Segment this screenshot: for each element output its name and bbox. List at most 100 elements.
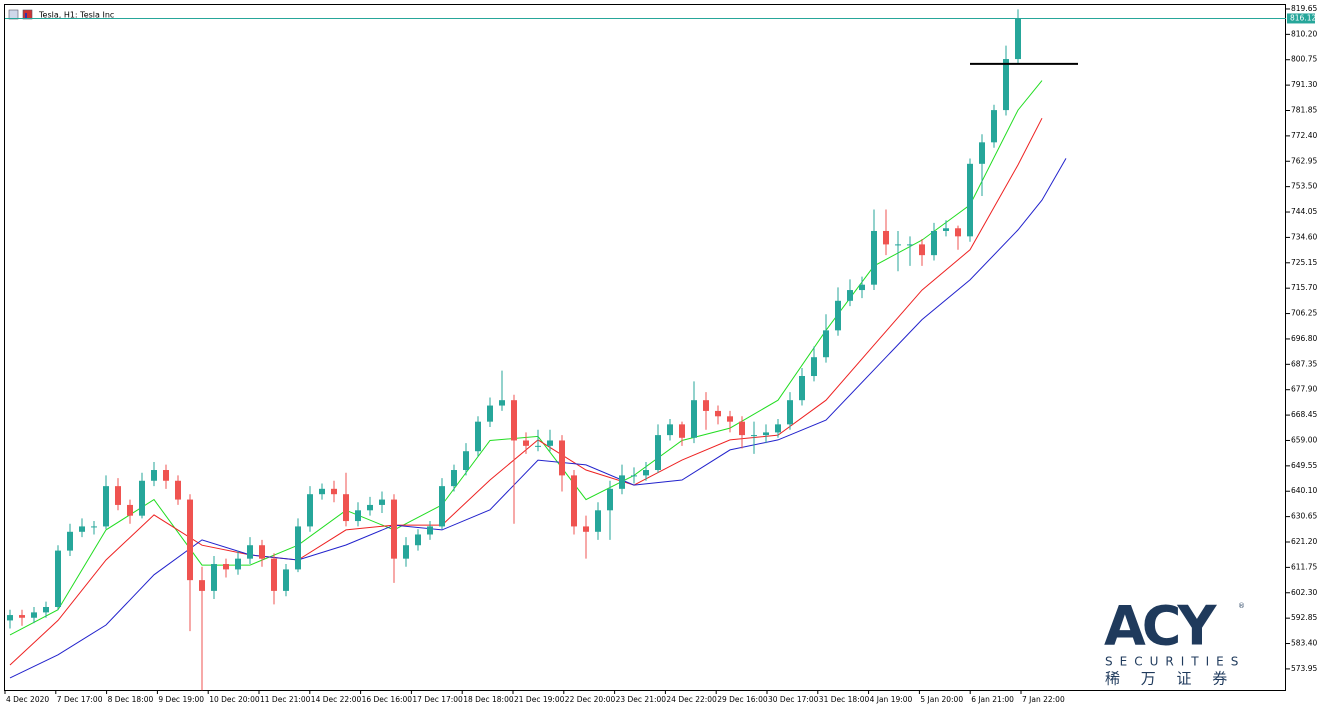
candle-body	[499, 400, 505, 406]
candle-body	[559, 440, 565, 476]
candle-body	[955, 228, 961, 237]
candle-body	[679, 424, 685, 438]
candle-body	[523, 440, 529, 446]
brand-line: SECURITIES	[1105, 655, 1245, 669]
candle-body	[247, 545, 253, 559]
candle-body	[79, 526, 85, 532]
candle-body	[571, 475, 577, 527]
y-tick-label: 583.40	[1291, 639, 1317, 648]
candle-body	[67, 531, 73, 551]
candle-body	[55, 550, 61, 608]
price-tag-label: 816.12	[1290, 13, 1316, 22]
candle-body	[655, 435, 661, 471]
candle-body	[1003, 59, 1009, 111]
x-tick-label: 23 Dec 21:00	[616, 695, 667, 704]
candle-body	[871, 230, 877, 285]
candle-body	[847, 290, 853, 301]
x-tick-label: 8 Dec 18:00	[108, 695, 154, 704]
candle-body	[475, 421, 481, 452]
chart-title: Tesla, H1: Tesla Inc	[38, 11, 114, 20]
candle-body	[463, 451, 469, 471]
candle-body	[127, 504, 133, 516]
candle-body	[739, 421, 745, 436]
candle-body	[919, 244, 925, 256]
candle-body	[31, 612, 37, 618]
candle-body	[883, 230, 889, 245]
y-tick-label: 696.80	[1291, 334, 1317, 343]
y-tick-label: 810.20	[1291, 29, 1317, 38]
candle-body	[583, 526, 589, 532]
plot-frame	[4, 4, 1286, 691]
candle-body	[199, 580, 205, 591]
y-tick-label: 744.05	[1291, 207, 1317, 216]
candle-body	[835, 300, 841, 331]
candle-body	[547, 440, 553, 446]
candle-body	[175, 480, 181, 500]
candle-body	[331, 488, 337, 495]
candle-body	[715, 410, 721, 417]
candle-body	[691, 400, 697, 438]
candle-body	[727, 416, 733, 422]
candle-body	[259, 545, 265, 559]
candle-body	[667, 424, 673, 436]
y-tick-label: 762.95	[1291, 156, 1317, 165]
candle-body	[115, 486, 121, 505]
candle-body	[139, 480, 145, 516]
candle-body	[511, 400, 517, 441]
candle-body	[799, 376, 805, 401]
candle-body	[751, 435, 757, 437]
x-tick-label: 22 Dec 20:00	[565, 695, 616, 704]
y-tick-label: 772.40	[1291, 131, 1317, 140]
candle-body	[19, 615, 25, 618]
candle-body	[823, 330, 829, 358]
y-tick-label: 706.25	[1291, 309, 1317, 318]
candle-body	[283, 569, 289, 591]
x-tick-label: 11 Dec 21:00	[260, 695, 311, 704]
candle-body	[763, 432, 769, 436]
x-tick-label: 14 Dec 22:00	[311, 695, 362, 704]
y-tick-label: 687.35	[1291, 359, 1317, 368]
x-tick-label: 9 Dec 19:00	[158, 695, 204, 704]
candle-body	[211, 564, 217, 591]
y-tick-label: 781.85	[1291, 105, 1317, 114]
x-tick-label: 5 Jan 20:00	[920, 695, 963, 704]
y-tick-label: 791.30	[1291, 80, 1317, 89]
candle-body	[619, 475, 625, 489]
y-tick-label: 734.60	[1291, 232, 1317, 241]
candle-body	[223, 564, 229, 570]
candle-body	[439, 486, 445, 527]
candle-body	[607, 488, 613, 511]
candle-body	[295, 526, 301, 570]
y-tick-label: 715.70	[1291, 283, 1317, 292]
y-tick-label: 630.65	[1291, 512, 1317, 521]
candle-body	[979, 142, 985, 164]
registered: ®	[1238, 602, 1245, 610]
candle-body	[319, 488, 325, 495]
brand: ACY	[1104, 595, 1217, 658]
x-tick-label: 6 Jan 21:00	[971, 695, 1014, 704]
y-tick-label: 753.50	[1291, 182, 1317, 191]
candle-body	[415, 534, 421, 546]
x-tick-label: 4 Dec 2020	[6, 695, 49, 704]
brand-chinese: 稀 万 证 券	[1105, 670, 1235, 688]
candle-body	[535, 445, 541, 447]
candle-body	[7, 615, 13, 621]
candle-body	[787, 400, 793, 425]
candle-body	[643, 470, 649, 476]
y-tick-label: 592.85	[1291, 613, 1317, 622]
y-tick-label: 602.30	[1291, 588, 1317, 597]
y-tick-label: 611.75	[1291, 562, 1317, 571]
candle-body	[91, 526, 97, 528]
candle-body	[187, 499, 193, 581]
candle-body	[859, 284, 865, 291]
candle-body	[1015, 18, 1021, 60]
candle-body	[163, 470, 169, 481]
candle-body	[895, 244, 901, 246]
x-tick-label: 18 Dec 18:00	[463, 695, 514, 704]
y-tick-label: 649.55	[1291, 461, 1317, 470]
x-tick-label: 21 Dec 19:00	[514, 695, 565, 704]
candle-body	[343, 494, 349, 522]
candle-body	[907, 244, 913, 246]
